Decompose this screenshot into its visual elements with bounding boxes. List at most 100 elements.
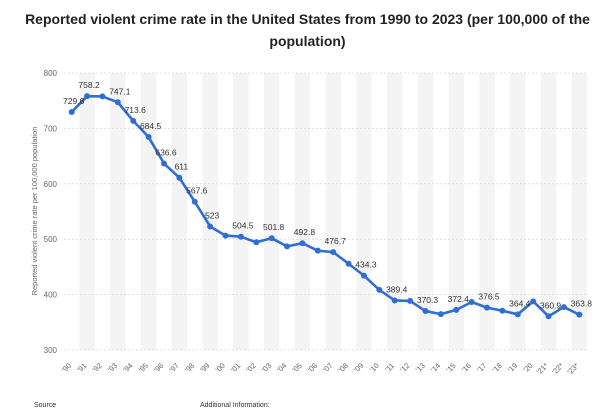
data-label: 636.6: [155, 148, 177, 158]
data-point[interactable]: [376, 286, 383, 293]
data-label: 713.6: [125, 105, 147, 115]
x-tick-label: '06: [306, 361, 319, 374]
x-tick-label: '23*: [565, 361, 580, 376]
x-tick-label: '96: [152, 361, 165, 374]
data-label: 376.5: [478, 292, 500, 302]
data-point[interactable]: [176, 174, 183, 181]
x-tick-label: '15: [444, 361, 457, 374]
x-tick-label: '02: [244, 361, 257, 374]
chart-title: Reported violent crime rate in the Unite…: [25, 11, 590, 49]
y-tick-labels: 300 400 500 600 700 800: [44, 69, 58, 355]
data-point[interactable]: [437, 311, 444, 318]
background-band: [387, 73, 403, 350]
data-point[interactable]: [191, 198, 198, 205]
data-label: 729.6: [63, 96, 85, 106]
series-points: [68, 93, 583, 320]
background-band: [356, 73, 372, 350]
data-point[interactable]: [545, 313, 552, 320]
y-tick-label: 700: [44, 124, 58, 133]
data-point[interactable]: [530, 298, 537, 305]
data-label: 504.5: [232, 221, 254, 231]
background-band: [294, 73, 311, 350]
data-point[interactable]: [114, 99, 121, 106]
background-band: [79, 73, 95, 350]
data-point[interactable]: [253, 239, 260, 246]
data-point[interactable]: [330, 249, 337, 256]
data-point[interactable]: [422, 308, 429, 315]
data-point[interactable]: [453, 306, 460, 313]
x-tick-label: '07: [321, 361, 334, 374]
data-label: 434.3: [355, 260, 377, 270]
x-tick-label: '17: [475, 361, 488, 374]
source-link[interactable]: Source: [34, 402, 57, 409]
data-label: 363.8: [571, 299, 593, 309]
data-point[interactable]: [576, 311, 583, 318]
data-point[interactable]: [391, 297, 398, 304]
data-point[interactable]: [560, 304, 567, 311]
x-tick-label: '92: [91, 361, 104, 374]
additional-info-link[interactable]: Additional Information:: [200, 402, 270, 409]
x-tick-label: '00: [214, 361, 227, 374]
data-label: 501.8: [263, 222, 285, 232]
data-point[interactable]: [299, 240, 306, 247]
data-point[interactable]: [514, 311, 521, 318]
x-tick-label: '08: [337, 361, 350, 374]
data-label: 567.6: [186, 186, 208, 196]
data-point[interactable]: [222, 232, 229, 239]
data-point[interactable]: [468, 299, 475, 306]
background-band: [233, 73, 249, 350]
data-point[interactable]: [407, 297, 414, 304]
data-label: 476.7: [325, 236, 347, 246]
data-point[interactable]: [160, 160, 167, 167]
background-band: [110, 73, 126, 350]
data-point[interactable]: [68, 109, 75, 116]
data-label: 372.4: [448, 294, 470, 304]
x-tick-label: '99: [198, 361, 211, 374]
data-point[interactable]: [237, 233, 244, 240]
y-tick-label: 400: [44, 291, 58, 300]
data-label: 364.4: [509, 298, 531, 308]
background-band: [171, 73, 188, 350]
x-tick-labels: '90'91'92'93'94'95'96'97'98'99'00'01'02 '…: [60, 361, 581, 376]
data-point[interactable]: [284, 243, 291, 250]
x-tick-label: '19: [506, 361, 519, 374]
x-tick-label: '04: [275, 361, 288, 374]
x-tick-label: '91: [75, 361, 88, 374]
x-tick-label: '09: [352, 361, 365, 374]
y-tick-label: 300: [44, 346, 58, 355]
data-point[interactable]: [345, 260, 352, 267]
x-tick-label: '05: [291, 361, 304, 374]
data-point[interactable]: [145, 133, 152, 140]
x-tick-label: '14: [429, 361, 442, 374]
data-point[interactable]: [484, 304, 491, 311]
x-tick-label: '13: [414, 361, 427, 374]
x-tick-label: '16: [460, 361, 473, 374]
y-tick-label: 500: [44, 235, 58, 244]
data-label: 389.4: [386, 284, 408, 294]
x-tick-label: '10: [367, 361, 380, 374]
x-tick-label: '93: [106, 361, 119, 374]
background-band: [263, 73, 280, 350]
x-tick-label: '18: [491, 361, 504, 374]
background-band: [325, 73, 341, 350]
grid-lines: [64, 72, 587, 351]
x-tick-label: '22*: [550, 361, 565, 376]
data-labels: 729.6 758.2 747.1 713.6 684.5 636.6 611 567.6 52…: [63, 80, 592, 310]
data-point[interactable]: [268, 235, 275, 242]
data-point[interactable]: [84, 93, 91, 100]
data-point[interactable]: [130, 117, 137, 124]
x-tick-label: '21*: [535, 361, 550, 376]
data-point[interactable]: [207, 223, 214, 230]
data-label: 370.3: [417, 295, 439, 305]
data-point[interactable]: [314, 247, 321, 254]
series-line-path: [70, 94, 581, 318]
y-axis-label: Reported violent crime rate per 100,000 …: [30, 127, 39, 296]
x-tick-label: '90: [60, 361, 73, 374]
background-band: [417, 73, 434, 350]
data-point[interactable]: [99, 93, 106, 100]
x-tick-label: '01: [229, 361, 242, 374]
data-point[interactable]: [360, 272, 367, 279]
background-band: [448, 73, 464, 350]
data-point[interactable]: [499, 307, 506, 314]
x-tick-label: '12: [398, 361, 411, 374]
